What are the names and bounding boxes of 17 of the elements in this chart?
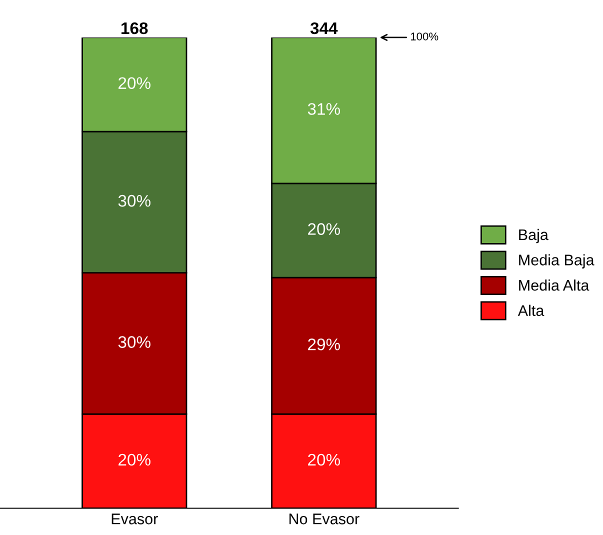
data-label: 30% [118, 194, 150, 207]
x-tick-label: Evasor [112, 514, 158, 524]
annotation: 344 [310, 22, 338, 34]
legend-label: Media Baja [519, 254, 594, 268]
data-label: 29% [308, 338, 340, 350]
legend-label: Alta [518, 304, 544, 316]
annotation: 100% [410, 32, 438, 40]
legend-label: Media Alta [519, 280, 590, 291]
data-label: 30% [118, 336, 150, 348]
x-tick-label: No Evasor [289, 514, 360, 524]
data-label: 20% [118, 77, 150, 90]
data-label: 20% [308, 223, 340, 235]
data-label: 31% [308, 103, 340, 115]
annotation: 168 [122, 22, 148, 34]
legend-label: Baja [519, 228, 548, 244]
data-label: 20% [118, 454, 150, 466]
data-label: 20% [308, 454, 340, 466]
